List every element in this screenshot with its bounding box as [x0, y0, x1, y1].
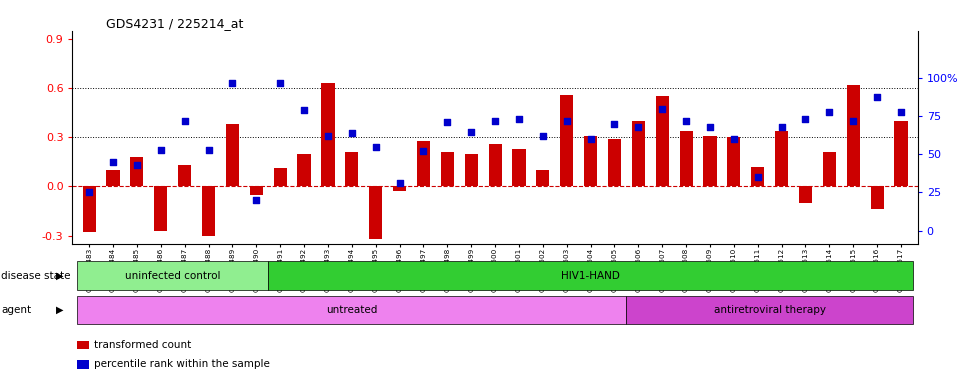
Bar: [632, 121, 645, 187]
Bar: [202, 187, 215, 236]
Bar: [226, 124, 239, 187]
Bar: [322, 83, 334, 187]
Point: [655, 106, 670, 112]
Bar: [155, 187, 167, 231]
Point: [297, 107, 312, 113]
Bar: [298, 154, 311, 187]
Bar: [178, 165, 191, 187]
Point: [81, 189, 97, 195]
Bar: [83, 187, 96, 232]
Point: [464, 129, 479, 135]
Bar: [345, 152, 358, 187]
Point: [535, 133, 551, 139]
Bar: [512, 149, 526, 187]
Bar: [752, 167, 764, 187]
Point: [368, 144, 384, 150]
Point: [798, 116, 813, 122]
Text: uninfected control: uninfected control: [125, 270, 220, 281]
Text: HIV1-HAND: HIV1-HAND: [561, 270, 620, 281]
Point: [702, 124, 718, 130]
Point: [678, 118, 694, 124]
Point: [894, 109, 909, 115]
Point: [177, 118, 192, 124]
Bar: [608, 139, 621, 187]
Point: [105, 159, 121, 165]
Text: agent: agent: [1, 305, 31, 315]
Bar: [369, 187, 383, 239]
Bar: [440, 152, 454, 187]
Point: [607, 121, 622, 127]
Bar: [775, 131, 788, 187]
Bar: [250, 187, 263, 195]
Bar: [727, 137, 740, 187]
Point: [225, 80, 241, 86]
Text: antiretroviral therapy: antiretroviral therapy: [714, 305, 826, 315]
Point: [845, 118, 861, 124]
Bar: [895, 121, 907, 187]
Bar: [489, 144, 501, 187]
Point: [822, 109, 838, 115]
Bar: [106, 170, 120, 187]
Point: [201, 147, 216, 153]
Point: [631, 124, 646, 130]
Point: [726, 136, 742, 142]
Bar: [130, 157, 144, 187]
Bar: [870, 187, 884, 209]
Bar: [584, 136, 597, 187]
Bar: [273, 169, 287, 187]
Text: percentile rank within the sample: percentile rank within the sample: [94, 359, 270, 369]
Point: [774, 124, 789, 130]
Bar: [560, 94, 573, 187]
Text: disease state: disease state: [1, 270, 71, 281]
Text: ▶: ▶: [56, 305, 64, 315]
Bar: [703, 136, 717, 187]
Point: [248, 197, 264, 203]
Point: [869, 93, 885, 99]
Bar: [656, 96, 668, 187]
Text: untreated: untreated: [327, 305, 378, 315]
Point: [750, 174, 765, 180]
Bar: [536, 170, 550, 187]
Text: GDS4231 / 225214_at: GDS4231 / 225214_at: [106, 17, 243, 30]
Point: [487, 118, 502, 124]
Bar: [799, 187, 812, 203]
Point: [344, 130, 359, 136]
Point: [511, 116, 526, 122]
Point: [559, 118, 575, 124]
Point: [582, 136, 598, 142]
Bar: [679, 131, 693, 187]
Bar: [465, 154, 478, 187]
Point: [272, 80, 288, 86]
Point: [129, 162, 145, 168]
Point: [440, 119, 455, 126]
Bar: [393, 187, 406, 191]
Point: [415, 148, 431, 154]
Point: [392, 180, 408, 186]
Text: transformed count: transformed count: [94, 340, 191, 350]
Text: ▶: ▶: [56, 270, 64, 281]
Bar: [417, 141, 430, 187]
Bar: [823, 152, 836, 187]
Bar: [846, 85, 860, 187]
Point: [153, 147, 168, 153]
Point: [320, 133, 335, 139]
